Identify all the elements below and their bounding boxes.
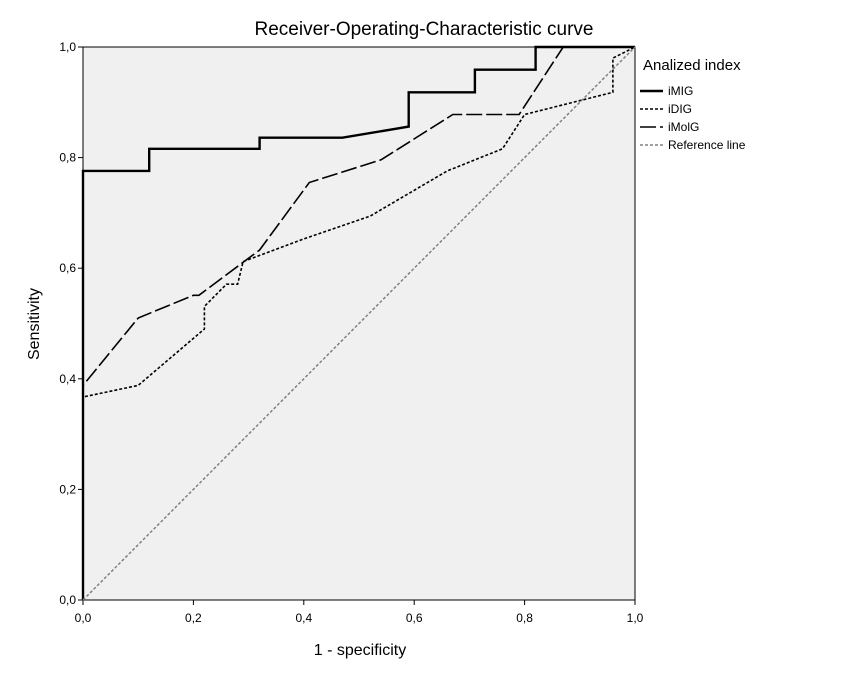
- legend-label-reference-line: Reference line: [668, 138, 746, 152]
- series-line-imig: [81, 45, 635, 600]
- legend-title: Analized index: [643, 57, 741, 74]
- y-axis-label: Sensitivity: [26, 288, 43, 360]
- y-tick-label: 0,0: [59, 593, 76, 607]
- legend-label-idig: iDIG: [668, 102, 692, 116]
- series-line-imolg: [82, 46, 635, 600]
- legend: Analized index iMIG iDIG iMolG Reference li…: [640, 57, 746, 152]
- x-tick-label: 0,0: [75, 611, 92, 625]
- chart-title: Receiver-Operating-Characteristic curve: [255, 19, 594, 40]
- x-tick-label: 0,2: [185, 611, 202, 625]
- y-tick-label: 1,0: [59, 40, 76, 54]
- y-tick-label: 0,8: [59, 151, 76, 165]
- x-tick-label: 0,6: [406, 611, 423, 625]
- legend-label-imig: iMIG: [668, 84, 693, 98]
- x-tick-label: 1,0: [627, 611, 644, 625]
- x-tick-label: 0,8: [516, 611, 533, 625]
- y-tick-label: 0,4: [59, 372, 76, 386]
- axis-ticks: 0,0 0,2 0,4 0,6 0,8 1,0 0,0 0,2 0,4 0,6 0,8 1,0: [59, 40, 643, 625]
- legend-label-imolg: iMolG: [668, 120, 699, 134]
- x-axis-label: 1 - specificity: [314, 642, 406, 659]
- series-line-reference-line: [82, 46, 636, 601]
- series-line-idig: [82, 46, 636, 600]
- roc-series: [81, 45, 636, 601]
- y-tick-label: 0,6: [59, 261, 76, 275]
- y-tick-label: 0,2: [59, 482, 76, 496]
- x-tick-label: 0,4: [295, 611, 312, 625]
